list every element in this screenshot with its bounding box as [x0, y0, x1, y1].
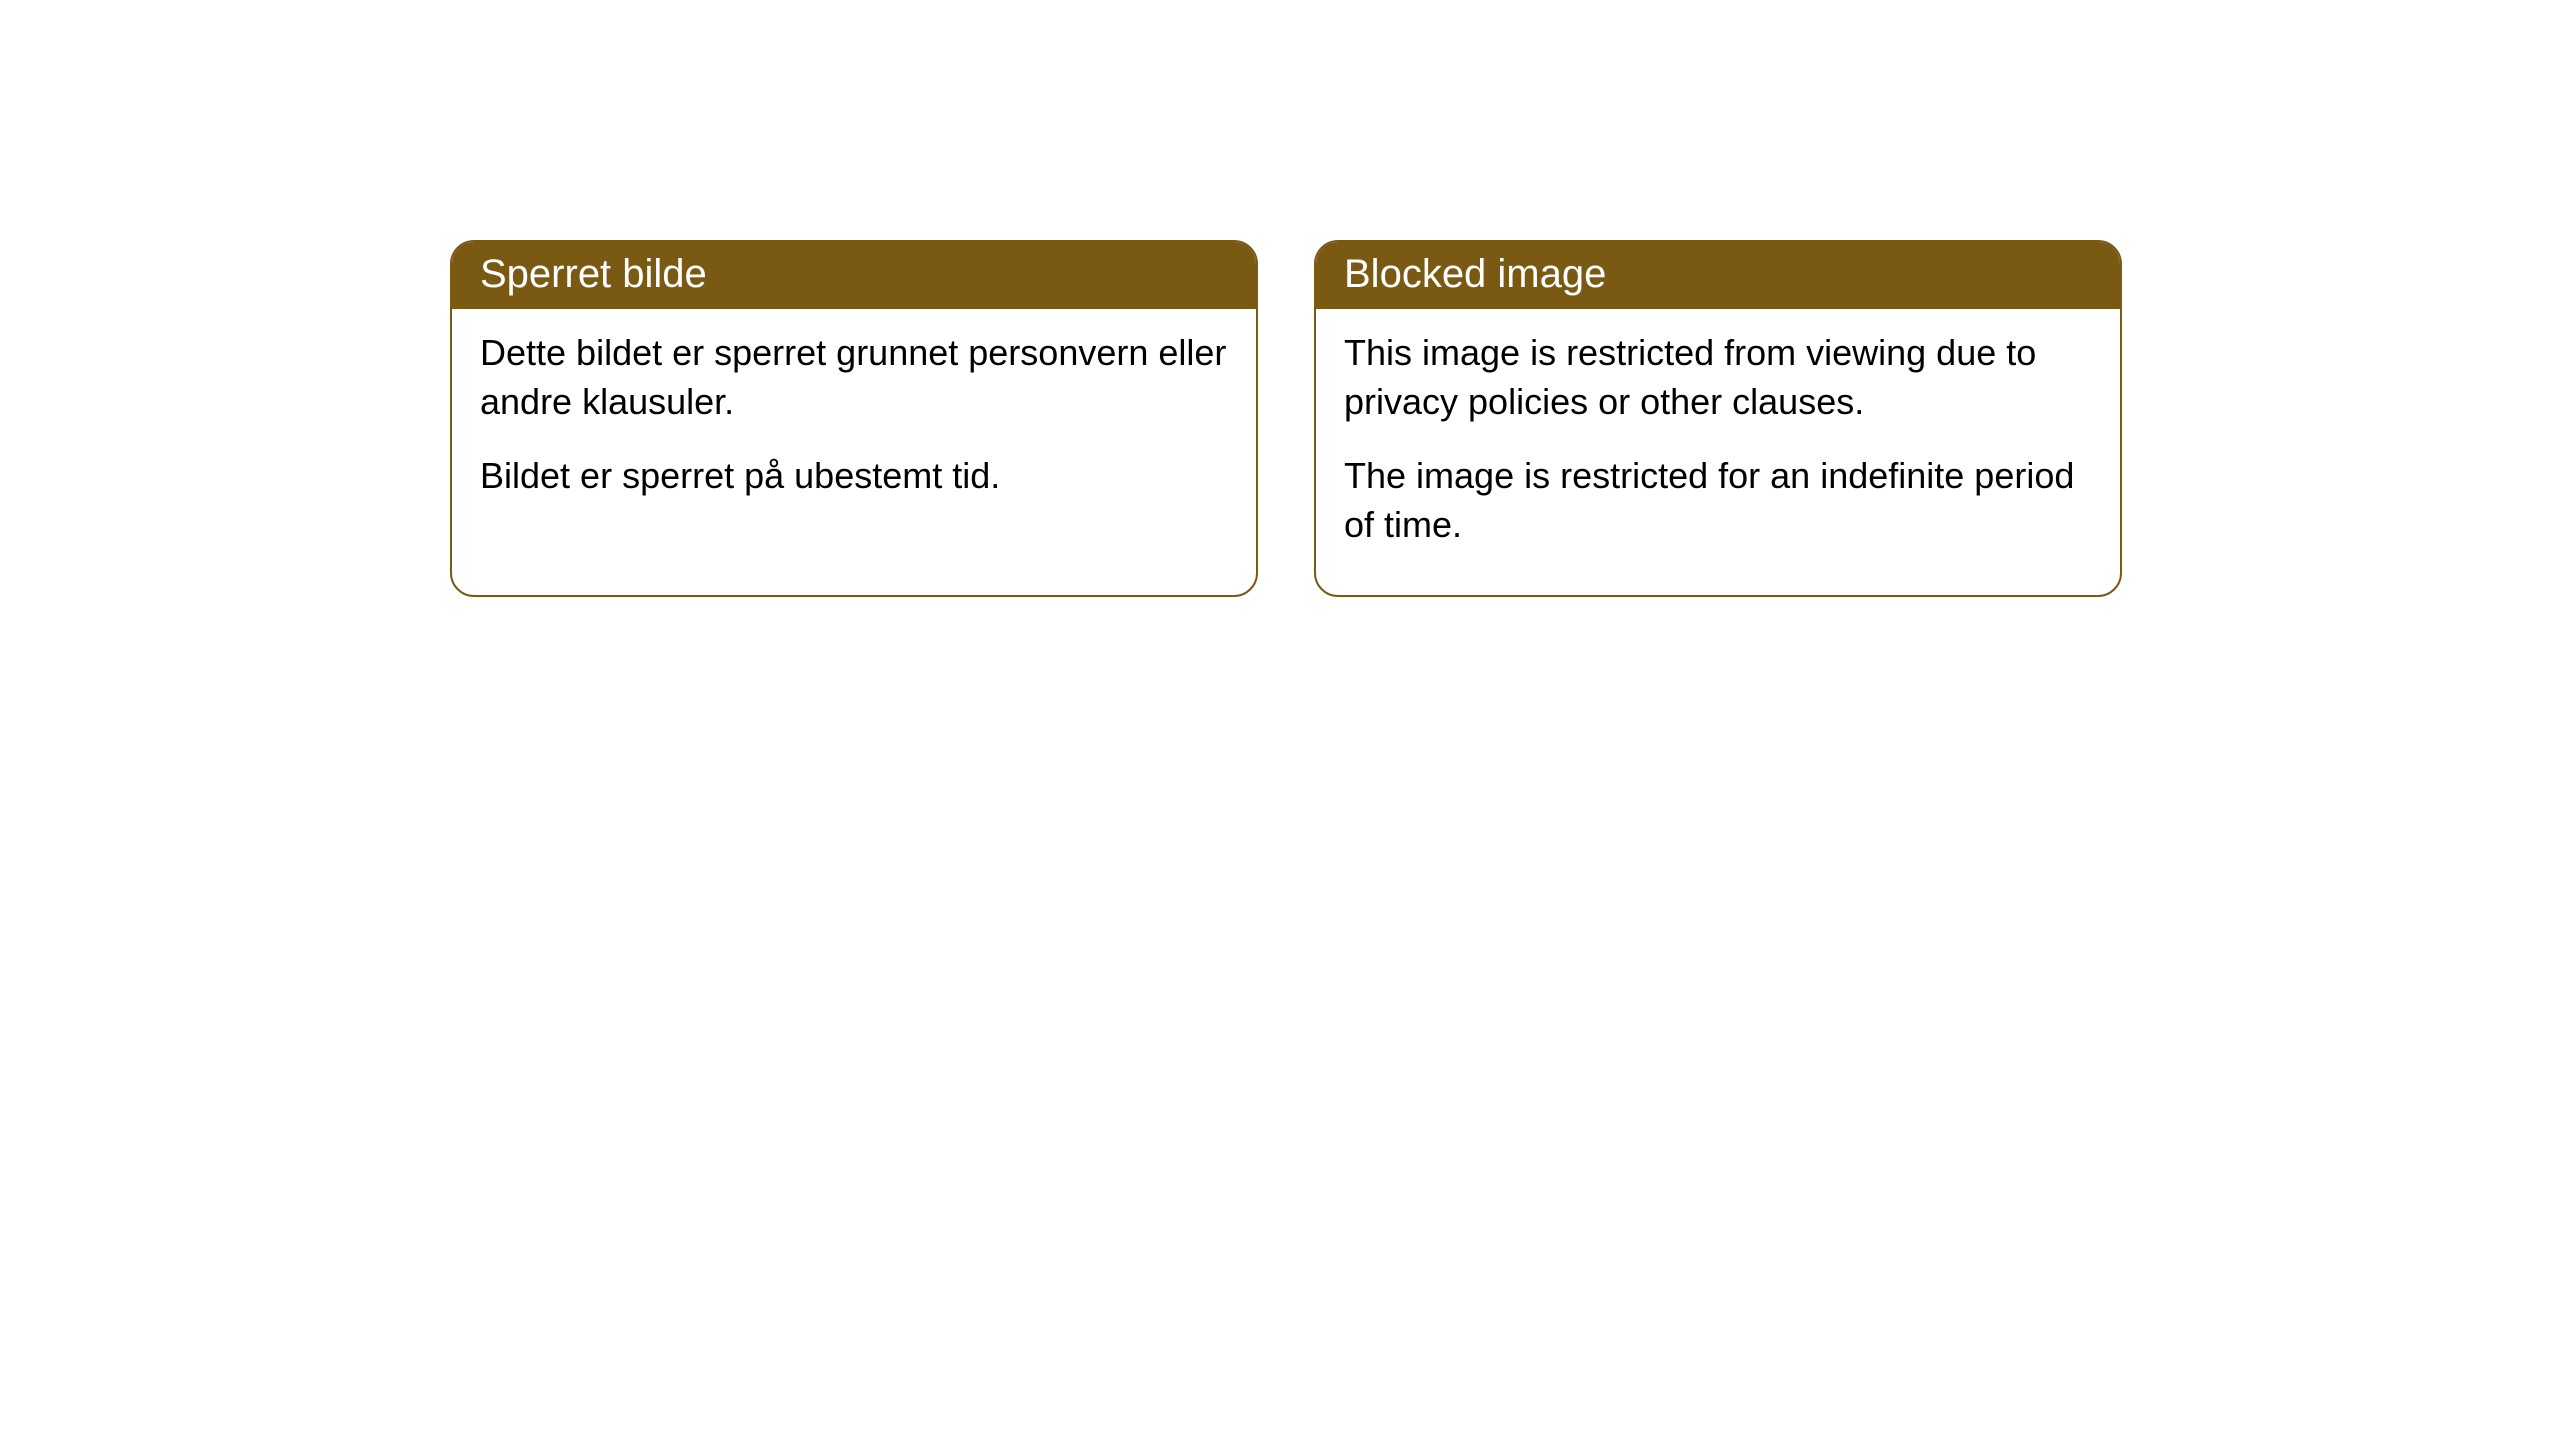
card-body: This image is restricted from viewing du… [1316, 309, 2120, 595]
blocked-image-card-no: Sperret bilde Dette bildet er sperret gr… [450, 240, 1258, 597]
cards-container: Sperret bilde Dette bildet er sperret gr… [450, 240, 2122, 597]
card-paragraph: Dette bildet er sperret grunnet personve… [480, 329, 1228, 426]
card-title: Sperret bilde [480, 252, 707, 296]
card-header: Sperret bilde [452, 242, 1256, 309]
card-title: Blocked image [1344, 252, 1606, 296]
card-paragraph: This image is restricted from viewing du… [1344, 329, 2092, 426]
blocked-image-card-en: Blocked image This image is restricted f… [1314, 240, 2122, 597]
card-header: Blocked image [1316, 242, 2120, 309]
card-paragraph: Bildet er sperret på ubestemt tid. [480, 452, 1228, 501]
card-body: Dette bildet er sperret grunnet personve… [452, 309, 1256, 547]
card-paragraph: The image is restricted for an indefinit… [1344, 452, 2092, 549]
